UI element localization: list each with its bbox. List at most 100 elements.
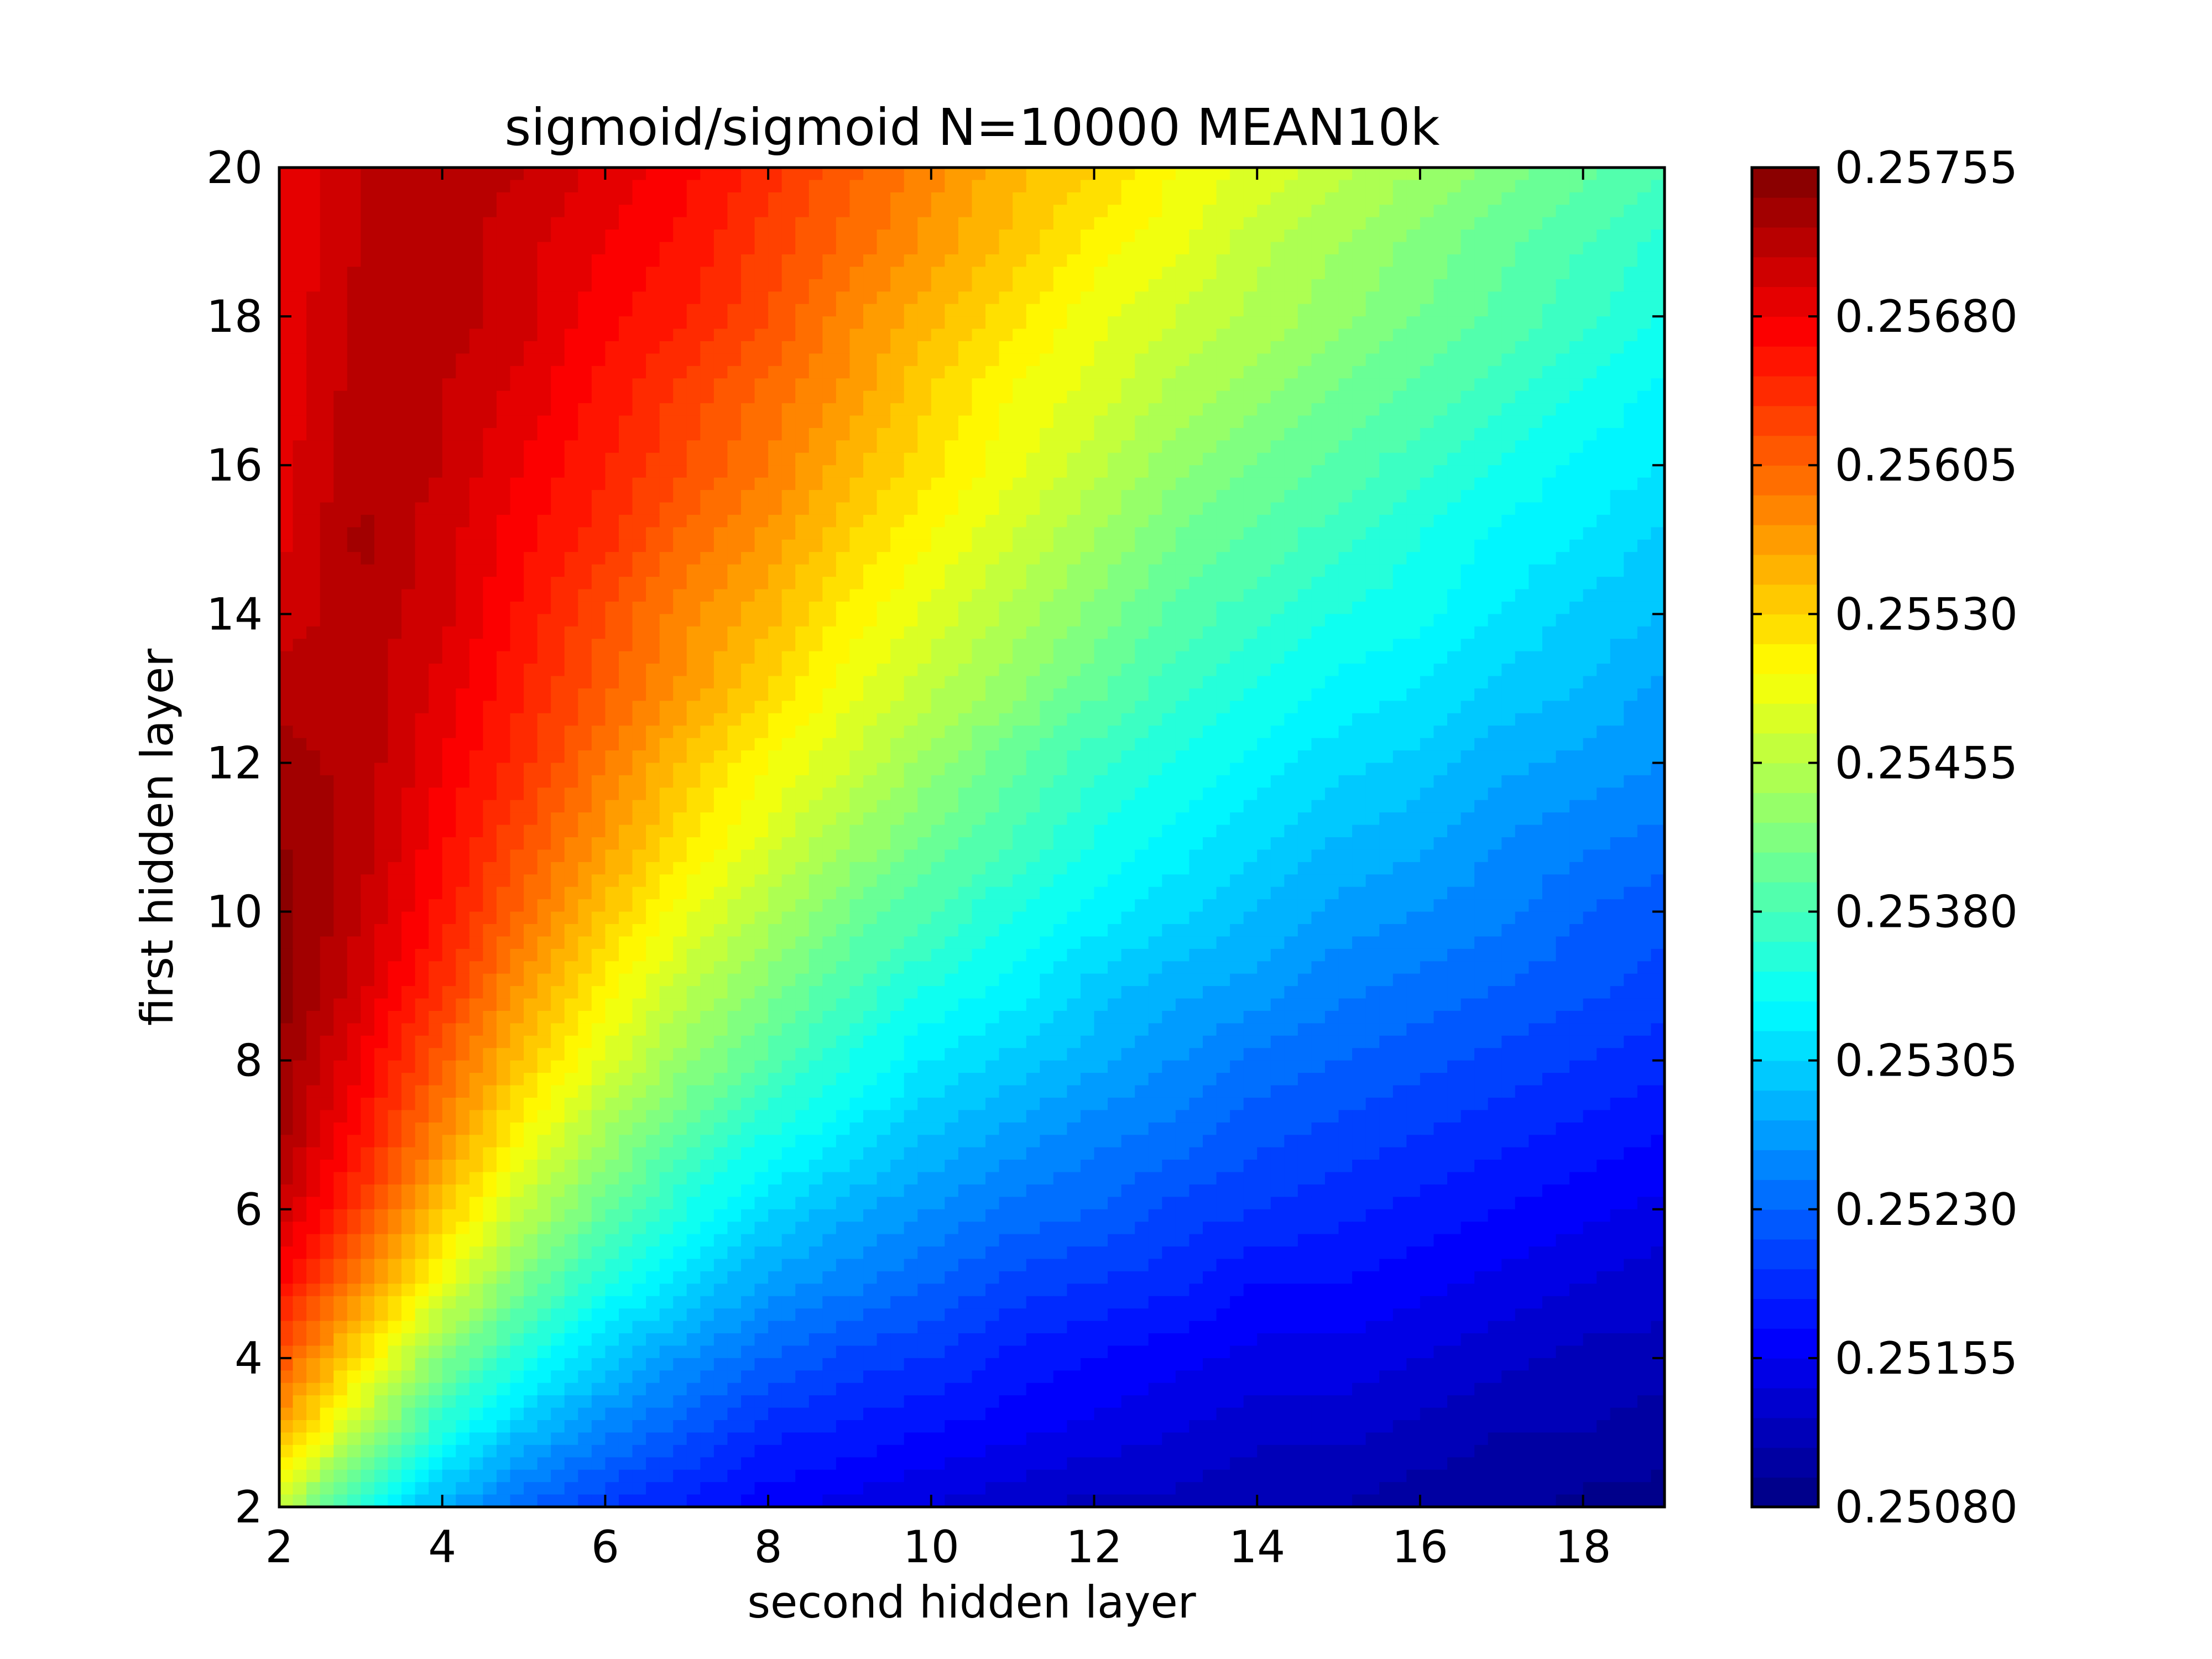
contour-cell bbox=[1528, 452, 1543, 466]
contour-cell bbox=[1162, 589, 1176, 602]
contour-cell bbox=[904, 205, 919, 218]
contour-cell bbox=[1583, 205, 1598, 218]
contour-cell bbox=[456, 676, 470, 689]
contour-cell bbox=[1637, 614, 1652, 627]
contour-cell bbox=[578, 242, 592, 255]
contour-cell bbox=[1610, 577, 1625, 590]
contour-cell bbox=[401, 502, 416, 515]
contour-cell bbox=[1080, 465, 1095, 478]
contour-cell bbox=[781, 589, 796, 602]
contour-cell bbox=[1392, 688, 1407, 702]
contour-cell bbox=[1257, 452, 1271, 466]
contour-cell bbox=[1420, 664, 1434, 677]
contour-cell bbox=[1542, 291, 1557, 305]
contour-cell bbox=[401, 514, 416, 528]
contour-cell bbox=[985, 490, 1000, 503]
contour-cell bbox=[1325, 490, 1339, 503]
contour-cell bbox=[456, 267, 470, 280]
contour-cell bbox=[904, 651, 919, 664]
contour-cell bbox=[741, 514, 755, 528]
contour-cell bbox=[877, 291, 891, 305]
contour-cell bbox=[1474, 291, 1489, 305]
contour-cell bbox=[618, 217, 633, 230]
contour-cell bbox=[659, 316, 674, 330]
contour-cell bbox=[646, 614, 660, 627]
contour-cell bbox=[361, 738, 375, 751]
contour-cell bbox=[822, 291, 837, 305]
contour-cell bbox=[945, 490, 959, 503]
contour-cell bbox=[442, 427, 457, 441]
contour-cell bbox=[442, 440, 457, 453]
contour-cell bbox=[1624, 651, 1638, 664]
contour-cell bbox=[1597, 427, 1611, 441]
contour-cell bbox=[781, 328, 796, 342]
contour-cell bbox=[1365, 242, 1380, 255]
contour-cell bbox=[1325, 664, 1339, 677]
contour-cell bbox=[1094, 427, 1108, 441]
contour-cell bbox=[320, 750, 335, 764]
contour-cell bbox=[374, 502, 389, 515]
contour-cell bbox=[1624, 477, 1638, 491]
contour-cell bbox=[347, 738, 362, 751]
contour-cell bbox=[1528, 726, 1543, 739]
contour-cell bbox=[999, 713, 1013, 726]
contour-cell bbox=[1583, 490, 1598, 503]
contour-cell bbox=[1488, 713, 1503, 726]
contour-cell bbox=[958, 192, 973, 206]
contour-cell bbox=[1175, 415, 1190, 429]
contour-cell bbox=[510, 614, 524, 627]
contour-cell bbox=[931, 168, 946, 181]
contour-cell bbox=[877, 614, 891, 627]
contour-cell bbox=[741, 217, 755, 230]
contour-cell bbox=[1338, 304, 1353, 317]
contour-cell bbox=[1338, 713, 1353, 726]
contour-cell bbox=[1297, 304, 1312, 317]
contour-cell bbox=[958, 701, 973, 714]
contour-cell bbox=[1433, 328, 1448, 342]
contour-cell bbox=[795, 688, 810, 702]
contour-cell bbox=[1311, 180, 1326, 193]
contour-cell bbox=[904, 316, 919, 330]
contour-cell bbox=[1528, 415, 1543, 429]
contour-cell bbox=[713, 564, 728, 577]
contour-cell bbox=[1121, 552, 1136, 565]
contour-cell bbox=[904, 229, 919, 243]
contour-cell bbox=[727, 552, 742, 565]
contour-cell bbox=[890, 291, 905, 305]
contour-cell bbox=[578, 229, 592, 243]
contour-cell bbox=[1379, 366, 1394, 379]
contour-cell bbox=[591, 403, 606, 416]
contour-cell bbox=[1474, 415, 1489, 429]
contour-cell bbox=[659, 465, 674, 478]
contour-cell bbox=[551, 254, 565, 268]
contour-cell bbox=[1053, 589, 1068, 602]
contour-cell bbox=[1162, 601, 1176, 615]
contour-cell bbox=[1189, 242, 1203, 255]
contour-cell bbox=[863, 403, 878, 416]
contour-cell bbox=[1230, 614, 1244, 627]
contour-cell bbox=[1569, 651, 1584, 664]
contour-cell bbox=[1433, 539, 1448, 553]
contour-cell bbox=[469, 502, 484, 515]
contour-cell bbox=[1569, 589, 1584, 602]
contour-cell bbox=[1501, 502, 1516, 515]
contour-cell bbox=[917, 427, 932, 441]
contour-cell bbox=[347, 242, 362, 255]
contour-cell bbox=[510, 589, 524, 602]
contour-cell bbox=[388, 378, 402, 392]
contour-cell bbox=[456, 328, 470, 342]
contour-cell bbox=[1528, 738, 1543, 751]
contour-cell bbox=[931, 601, 946, 615]
contour-cell bbox=[1406, 601, 1421, 615]
contour-cell bbox=[1624, 577, 1638, 590]
contour-cell bbox=[795, 403, 810, 416]
contour-cell bbox=[659, 589, 674, 602]
contour-cell bbox=[781, 168, 796, 181]
contour-cell bbox=[877, 738, 891, 751]
contour-cell bbox=[618, 626, 633, 639]
contour-cell bbox=[1637, 279, 1652, 293]
contour-cell bbox=[727, 601, 742, 615]
contour-cell bbox=[659, 267, 674, 280]
contour-cell bbox=[1637, 341, 1652, 354]
contour-cell bbox=[1108, 341, 1122, 354]
